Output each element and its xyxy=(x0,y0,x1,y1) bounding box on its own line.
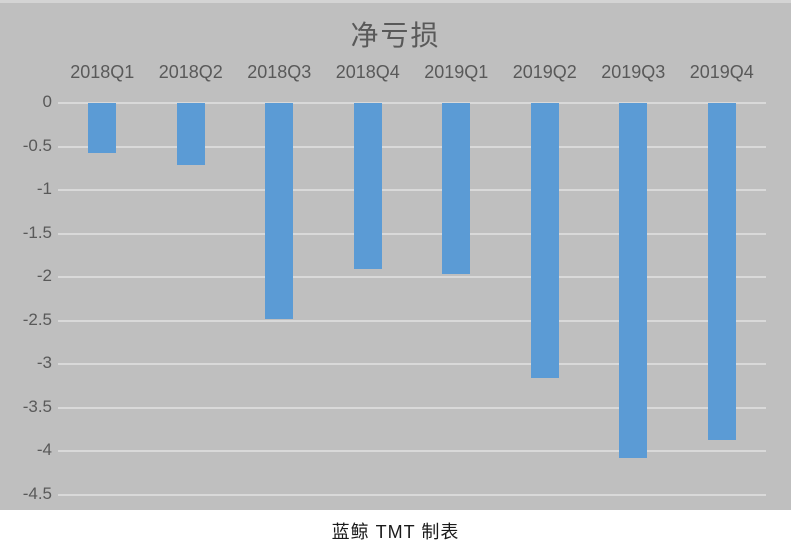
gridline xyxy=(58,363,766,365)
x-axis-category-label: 2018Q1 xyxy=(70,62,135,82)
gridline xyxy=(58,319,766,322)
y-axis-tick-label: -2.5 xyxy=(22,309,52,329)
bar-2019Q1 xyxy=(442,103,471,275)
bar-2018Q1 xyxy=(88,103,117,153)
y-axis-tick-label: -1 xyxy=(36,179,52,198)
gridline xyxy=(58,450,766,452)
x-axis-category-label: 2018Q3 xyxy=(247,62,312,82)
gridline xyxy=(58,189,766,191)
y-axis-tick-label: -4 xyxy=(36,440,52,459)
y-axis-tick-label: 0 xyxy=(42,92,52,111)
y-axis-tick-label: -3.5 xyxy=(22,396,52,416)
bar-2019Q2 xyxy=(530,103,559,378)
chart-top-border xyxy=(0,0,791,3)
x-axis-category-label: 2019Q1 xyxy=(424,62,489,82)
gridline xyxy=(58,145,766,148)
chart-title: 净亏损 xyxy=(350,19,441,52)
y-axis-tick-label: -4.5 xyxy=(22,483,52,503)
chart-footer: 蓝鲸 TMT 制表 xyxy=(0,510,791,552)
bar-2018Q2 xyxy=(176,103,205,165)
y-axis-tick-label: -0.5 xyxy=(22,135,52,155)
bar-2019Q4 xyxy=(707,103,736,440)
y-axis-tick-label: -3 xyxy=(36,353,52,372)
chart-plot-background: 净亏损 0 -0.5 -1 -1.5 -2 -2.5 -3 -3.5 -4 -4.5 2018Q1… xyxy=(0,0,791,510)
x-axis-category-label: 2018Q2 xyxy=(158,62,223,82)
chart-caption: 蓝鲸 TMT 制表 xyxy=(331,522,460,542)
gridline xyxy=(58,276,766,278)
gridline xyxy=(58,232,766,235)
gridline xyxy=(58,406,766,409)
x-axis-category-label: 2019Q4 xyxy=(689,62,754,82)
y-axis-tick-label: -2 xyxy=(36,266,52,285)
bar-2019Q3 xyxy=(619,103,648,458)
gridline xyxy=(58,493,766,496)
x-axis-category-label: 2018Q4 xyxy=(335,62,400,82)
bar-2018Q4 xyxy=(353,103,382,270)
y-axis-tick-label: -1.5 xyxy=(22,222,52,242)
gridline xyxy=(58,102,766,104)
x-axis-category-label: 2019Q2 xyxy=(512,62,577,82)
x-axis-category-label: 2019Q3 xyxy=(601,62,666,82)
bar-2018Q3 xyxy=(265,103,294,319)
